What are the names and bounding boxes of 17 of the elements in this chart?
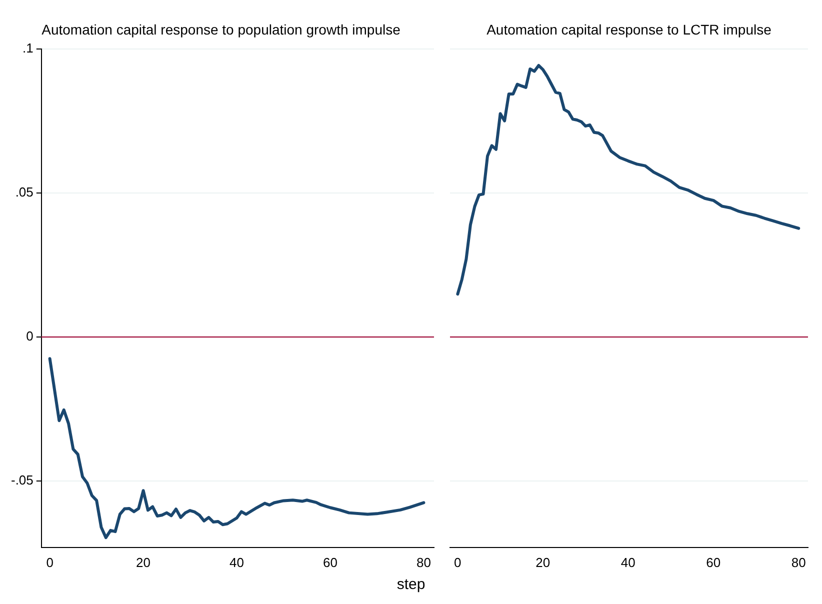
y-tick-label: 0 (26, 328, 34, 344)
x-tick-label: 40 (620, 554, 636, 570)
x-tick-label: 20 (536, 554, 550, 570)
y-tick-label: -.05 (10, 472, 34, 488)
x-axis-title: step (396, 576, 426, 593)
chart-title: Automation capital response to LCTR impulse (486, 21, 772, 38)
x-tick-label: 0 (46, 554, 54, 570)
x-tick-label: 80 (416, 554, 431, 570)
x-tick-label: 0 (454, 554, 462, 570)
chart-title: Automation capital response to population growth impulse (42, 21, 401, 38)
x-tick-label: 20 (136, 554, 151, 570)
x-tick-label: 80 (791, 554, 806, 570)
x-tick-label: 60 (323, 554, 338, 570)
x-tick-label: 60 (706, 554, 721, 570)
x-tick-label: 40 (230, 554, 244, 570)
y-tick-label: .05 (15, 184, 34, 200)
y-tick-label: .1 (22, 40, 34, 56)
